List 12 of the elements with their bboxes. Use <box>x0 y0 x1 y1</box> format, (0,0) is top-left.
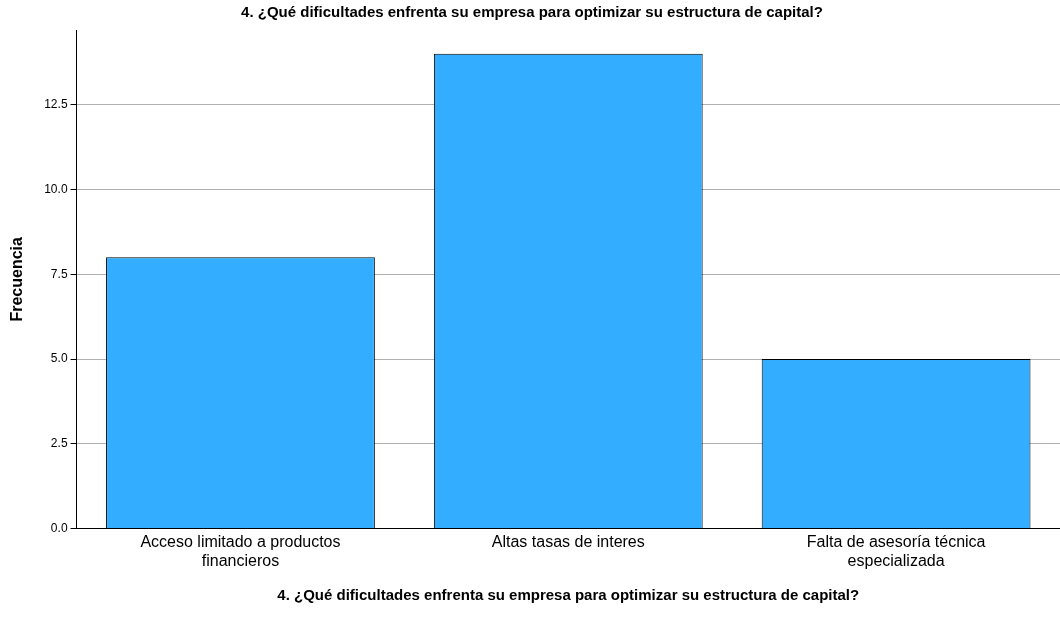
y-tick-label: 12.5 <box>44 96 68 111</box>
x-tick-label: Acceso limitado a productos financieros <box>140 532 341 569</box>
y-tick-label: 5.0 <box>50 351 68 366</box>
y-tick-label: 7.5 <box>50 266 68 281</box>
y-axis-title: Frecuencia <box>8 236 26 322</box>
y-tick-label: 0.0 <box>50 520 68 535</box>
x-axis-title: 4. ¿Qué dificultades enfrenta su empresa para optimizar su estructura de capital? <box>277 586 860 604</box>
y-tick-label: 10.0 <box>44 181 68 196</box>
chart-title: 4. ¿Qué dificultades enfrenta su empresa para optimizar su estructura de capital? <box>241 3 823 21</box>
y-tick-label: 2.5 <box>50 436 68 451</box>
x-tick-label: Falta de asesoría técnica especializada <box>806 532 986 569</box>
x-tick-label: Altas tasas de interes <box>491 532 645 550</box>
